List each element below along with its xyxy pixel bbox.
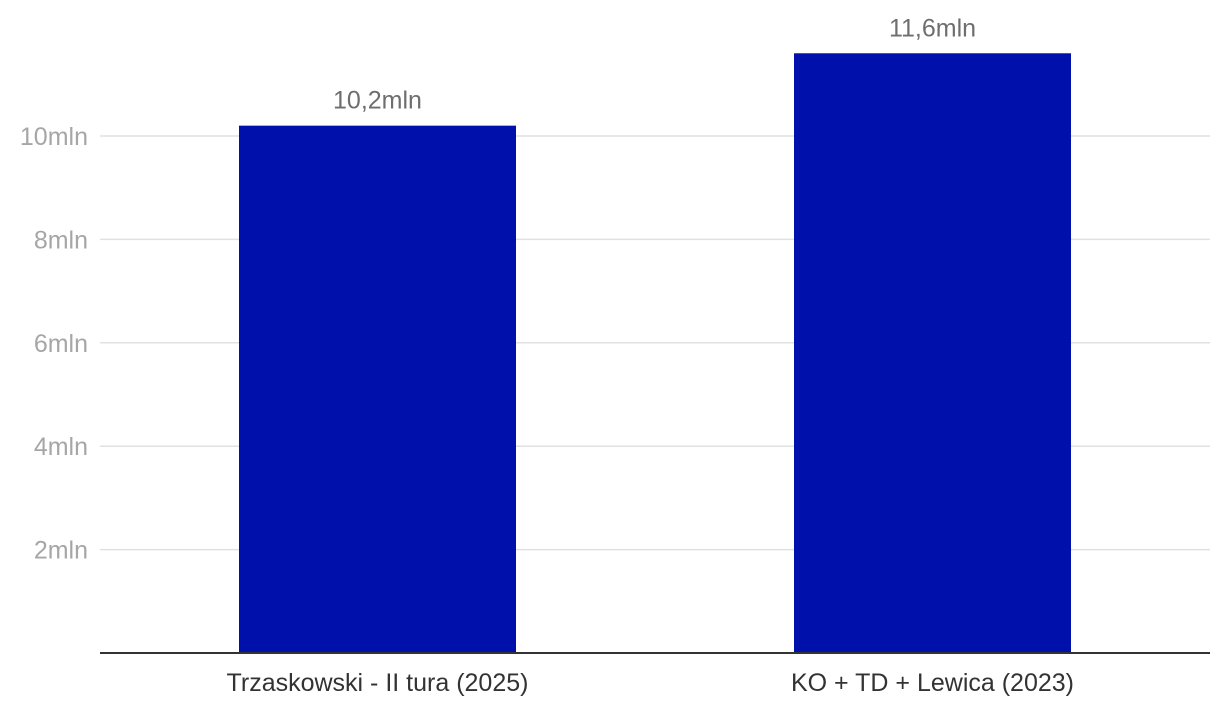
y-tick-label: 2mln (34, 537, 88, 565)
data-label: 10,2mln (333, 87, 422, 115)
y-axis-ticks: 2mln 4mln 6mln 8mln 10mln (20, 123, 88, 565)
bars (239, 53, 1071, 653)
data-label: 11,6mln (889, 14, 976, 42)
x-tick-label: KO + TD + Lewica (2023) (791, 669, 1074, 697)
x-axis-ticks: Trzaskowski - II tura (2025) KO + TD + Le… (227, 669, 1074, 697)
x-tick-label: Trzaskowski - II tura (2025) (227, 669, 529, 697)
y-tick-label: 4mln (34, 433, 88, 461)
y-tick-label: 6mln (34, 330, 88, 358)
y-tick-label: 10mln (20, 123, 88, 151)
bar (239, 126, 516, 653)
bar (794, 53, 1071, 653)
y-tick-label: 8mln (34, 226, 88, 254)
